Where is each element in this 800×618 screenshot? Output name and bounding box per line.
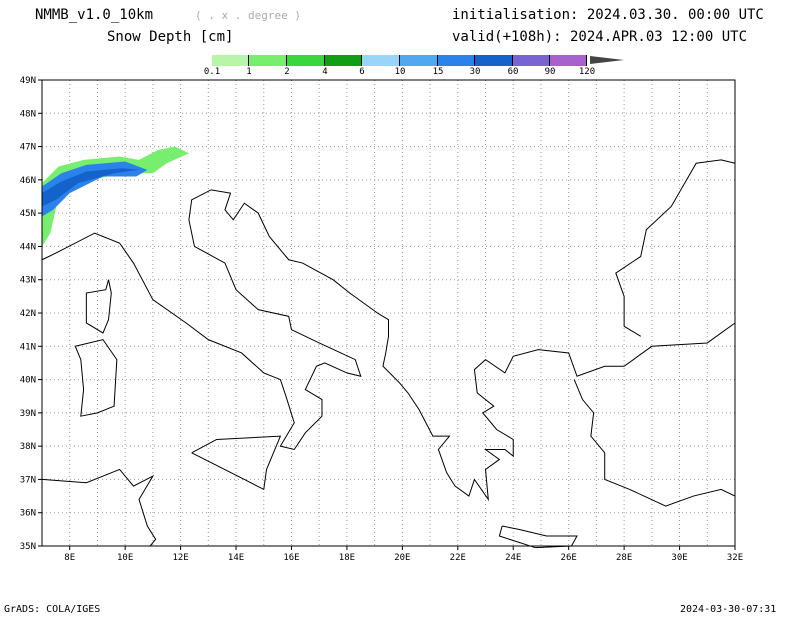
coastline [41, 468, 157, 547]
colorbar-label: 6 [359, 67, 365, 77]
lon-label: 18E [339, 553, 355, 563]
snow-area-medium [42, 161, 148, 217]
lat-label: 37N [20, 475, 36, 485]
lat-label: 41N [20, 342, 36, 352]
colorbar-label: 10 [394, 67, 406, 77]
lat-label: 36N [20, 509, 36, 519]
colorbar-swatch [400, 55, 438, 66]
lon-label: 20E [394, 553, 410, 563]
colorbar-label: 120 [578, 67, 596, 77]
colorbar-swatch [513, 55, 550, 66]
lon-label: 32E [727, 553, 743, 563]
coastline [74, 339, 118, 417]
coastline [191, 435, 282, 491]
lat-label: 40N [20, 376, 36, 386]
lon-label: 14E [228, 553, 244, 563]
colorbar-swatch [475, 55, 513, 66]
lon-label: 22E [450, 553, 466, 563]
lat-label: 46N [20, 176, 36, 186]
footer-credit: GrADS: COLA/IGES [4, 604, 101, 615]
colorbar-swatch [212, 55, 249, 66]
colorbar-swatch [362, 55, 400, 66]
colorbar-swatch [438, 55, 475, 66]
colorbar [212, 55, 587, 66]
lat-label: 49N [20, 76, 36, 86]
coastline [41, 189, 736, 502]
colorbar-swatch [249, 55, 287, 66]
lat-label: 35N [20, 542, 36, 552]
lon-label: 28E [616, 553, 632, 563]
lon-label: 26E [561, 553, 577, 563]
init-time: initialisation: 2024.03.30. 00:00 UTC [452, 7, 764, 23]
lat-label: 43N [20, 276, 36, 286]
valid-time: valid(+108h): 2024.APR.03 12:00 UTC [452, 29, 748, 45]
coastline [498, 525, 578, 549]
lat-label: 39N [20, 409, 36, 419]
lat-label: 45N [20, 209, 36, 219]
colorbar-label: 15 [432, 67, 444, 77]
coastline [85, 279, 112, 334]
lon-label: 24E [505, 553, 521, 563]
colorbar-label: 30 [469, 67, 481, 77]
colorbar-label: 1 [246, 67, 252, 77]
lat-label: 44N [20, 242, 36, 252]
coastline [615, 159, 736, 337]
coastline [573, 379, 736, 507]
colorbar-label: 60 [507, 67, 519, 77]
lon-label: 30E [671, 553, 687, 563]
colorbar-label: 90 [544, 67, 556, 77]
snow-area-deep [42, 168, 140, 207]
colorbar-swatch [325, 55, 362, 66]
lat-label: 42N [20, 309, 36, 319]
colorbar-label: 2 [284, 67, 290, 77]
colorbar-label: 4 [322, 67, 328, 77]
colorbar-swatch [550, 55, 587, 66]
colorbar-over-arrow [590, 56, 624, 64]
lon-label: 12E [172, 553, 188, 563]
lat-label: 38N [20, 442, 36, 452]
variable-title: Snow Depth [cm] [107, 29, 234, 45]
lon-label: 16E [283, 553, 299, 563]
resolution-note: ( . x . degree ) [195, 9, 301, 22]
model-title: NMMB_v1.0_10km [35, 7, 154, 23]
footer-timestamp: 2024-03-30-07:31 [680, 604, 777, 615]
lat-label: 47N [20, 143, 36, 153]
colorbar-swatch [287, 55, 325, 66]
colorbar-label: 0.1 [203, 67, 221, 77]
map-frame [41, 79, 736, 547]
lon-label: 8E [64, 553, 75, 563]
lon-label: 10E [117, 553, 133, 563]
lat-label: 48N [20, 109, 36, 119]
